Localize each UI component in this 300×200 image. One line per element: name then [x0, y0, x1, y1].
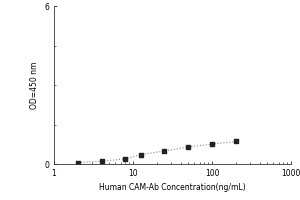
Point [210, 143, 214, 146]
Point [162, 149, 167, 153]
X-axis label: Human CAM-Ab Concentration(ng/mL): Human CAM-Ab Concentration(ng/mL) [99, 183, 246, 192]
Point [75, 161, 80, 164]
Point [138, 153, 143, 156]
Y-axis label: OD=450 nm: OD=450 nm [30, 61, 39, 109]
Point [233, 140, 238, 143]
Point [123, 157, 128, 160]
Point [186, 145, 190, 149]
Point [99, 160, 104, 163]
